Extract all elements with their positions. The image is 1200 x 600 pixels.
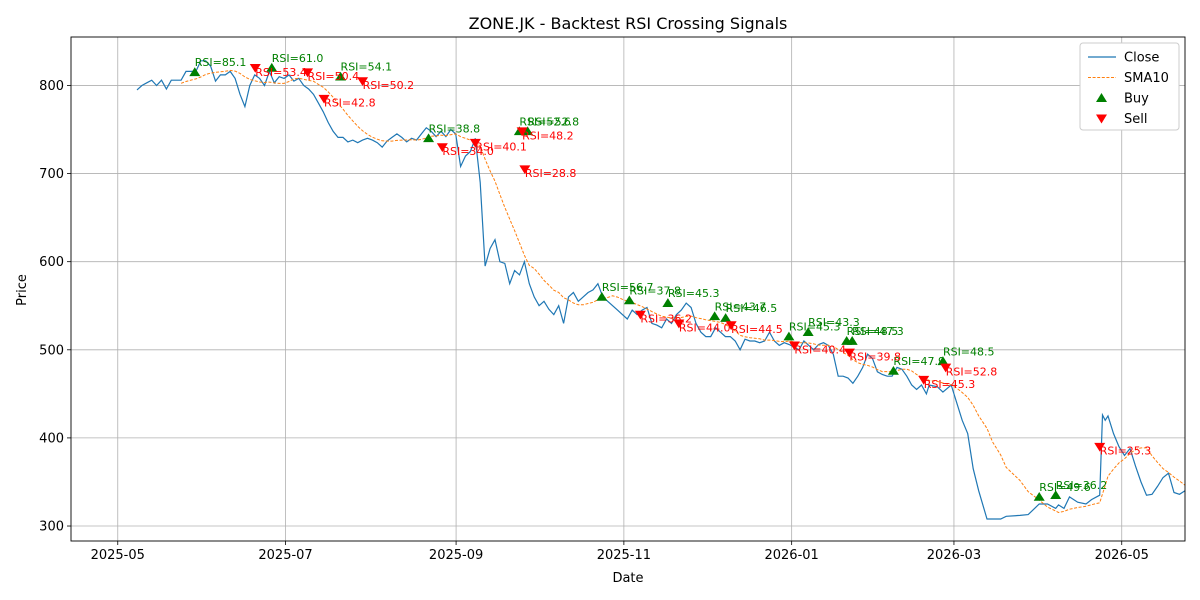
buy-annotation: RSI=48.5 <box>847 325 899 338</box>
sell-marker <box>469 138 481 148</box>
buy-annotation: RSI=48.5 <box>943 345 995 358</box>
y-tick-label: 400 <box>39 431 64 446</box>
sma10-line <box>180 69 1186 514</box>
buy-annotation: RSI=61.0 <box>272 52 324 65</box>
buy-marker <box>783 331 795 341</box>
plot-background <box>71 37 1185 541</box>
y-tick-label: 600 <box>39 255 64 270</box>
buy-marker <box>1033 491 1045 501</box>
sell-marker <box>249 63 261 73</box>
chart-title: ZONE.JK - Backtest RSI Crossing Signals <box>469 14 788 33</box>
legend-label: Buy <box>1124 92 1149 107</box>
legend-label: SMA10 <box>1124 71 1169 86</box>
sell-annotation: RSI=40.1 <box>475 141 527 154</box>
legend: Close SMA10 Buy Sell <box>1079 42 1180 131</box>
buy-marker <box>423 133 435 143</box>
sell-marker <box>519 165 531 175</box>
sell-marker <box>318 94 330 104</box>
legend-label: Sell <box>1124 112 1147 127</box>
sell-annotation: RSI=45.3 <box>924 378 976 391</box>
buy-marker <box>623 295 635 305</box>
sell-annotation: RSI=53.4 <box>255 66 307 79</box>
x-tick-label: 2025-07 <box>258 548 312 563</box>
plot-area: 2025-05 2025-07 2025-09 2025-11 2026-01 2026-… <box>39 36 1186 563</box>
axes-frame <box>70 36 1186 542</box>
x-tick-label: 2025-11 <box>597 548 651 563</box>
sell-marker <box>302 68 314 78</box>
buy-annotation: RSI=47.9 <box>893 355 945 368</box>
buy-annotation: RSI=38.8 <box>429 122 481 135</box>
buy-marker <box>846 336 858 345</box>
x-tick-label: 2026-01 <box>764 548 818 563</box>
x-tick-label: 2025-09 <box>429 548 483 563</box>
sell-marker <box>843 348 855 358</box>
y-tick-label: 700 <box>39 167 64 182</box>
buy-annotation: RSI=85.1 <box>195 56 247 69</box>
sell-marker <box>918 375 930 385</box>
buy-annotation: RSI=43.7 <box>715 300 767 313</box>
sell-annotation: RSI=48.2 <box>522 129 574 142</box>
y-axis-label: Price <box>15 274 30 306</box>
sell-marker <box>725 321 737 331</box>
sell-annotation: RSI=34.0 <box>442 145 494 158</box>
x-tick-label: 2026-03 <box>927 548 981 563</box>
legend-box <box>1079 42 1180 131</box>
sell-annotation: RSI=44.0 <box>679 321 731 334</box>
buy-marker <box>1050 490 1062 500</box>
buy-marker <box>662 298 674 307</box>
legend-buy-swatch <box>1096 93 1107 102</box>
sell-annotation: RSI=39.8 <box>849 350 901 363</box>
x-tick-label: 2025-05 <box>91 548 145 563</box>
close-line <box>136 60 1186 520</box>
x-tick-label: 2026-05 <box>1095 548 1149 563</box>
sell-marker <box>673 319 685 329</box>
buy-annotation: RSI=45.3 <box>789 321 841 334</box>
sell-marker <box>436 143 448 153</box>
sell-marker <box>634 310 646 320</box>
buy-annotation: RSI=47.3 <box>852 325 904 338</box>
buy-annotation: RSI=36.2 <box>1056 479 1108 492</box>
y-tick-label: 300 <box>39 520 64 535</box>
y-tick-label: 500 <box>39 343 64 358</box>
buy-marker <box>596 291 608 301</box>
buy-annotation: RSI=54.1 <box>341 61 393 74</box>
buy-marker <box>802 327 814 337</box>
buy-marker <box>720 313 732 322</box>
buy-annotation: RSI=43.3 <box>808 316 860 329</box>
sell-marker <box>1094 442 1106 452</box>
buy-marker <box>266 62 278 72</box>
buy-annotation: RSI=52.8 <box>528 115 580 128</box>
sell-marker <box>788 341 800 351</box>
sell-annotation: RSI=42.8 <box>324 97 376 110</box>
buy-marker <box>937 356 949 366</box>
buy-annotation: RSI=56.7 <box>602 281 654 294</box>
sell-marker <box>357 77 369 87</box>
y-tick-label: 800 <box>39 79 64 94</box>
legend-label: Close <box>1124 51 1159 66</box>
buy-annotation: RSI=49.6 <box>1039 481 1091 494</box>
buy-annotation: RSI=37.8 <box>629 284 681 297</box>
buy-marker <box>522 126 534 136</box>
sell-annotation: RSI=52.8 <box>946 365 998 378</box>
sell-annotation: RSI=44.5 <box>731 323 783 336</box>
sell-annotation: RSI=50.4 <box>308 70 360 83</box>
x-axis-label: Date <box>612 571 643 586</box>
sell-marker <box>516 127 528 137</box>
sell-annotation: RSI=25.3 <box>1100 445 1152 458</box>
sell-annotation: RSI=50.2 <box>363 79 415 92</box>
buy-annotation: RSI=45.3 <box>668 287 720 300</box>
buy-marker <box>189 67 201 77</box>
buy-marker <box>887 365 899 375</box>
sell-annotation: RSI=40.4 <box>794 343 846 356</box>
buy-marker <box>335 71 347 81</box>
buy-annotation: RSI=46.5 <box>726 302 778 315</box>
sell-annotation: RSI=28.8 <box>525 167 577 180</box>
buy-marker <box>709 311 721 321</box>
sell-marker <box>940 363 952 373</box>
legend-sell-swatch <box>1096 114 1107 124</box>
buy-annotation: RSI=52.6 <box>519 115 571 128</box>
